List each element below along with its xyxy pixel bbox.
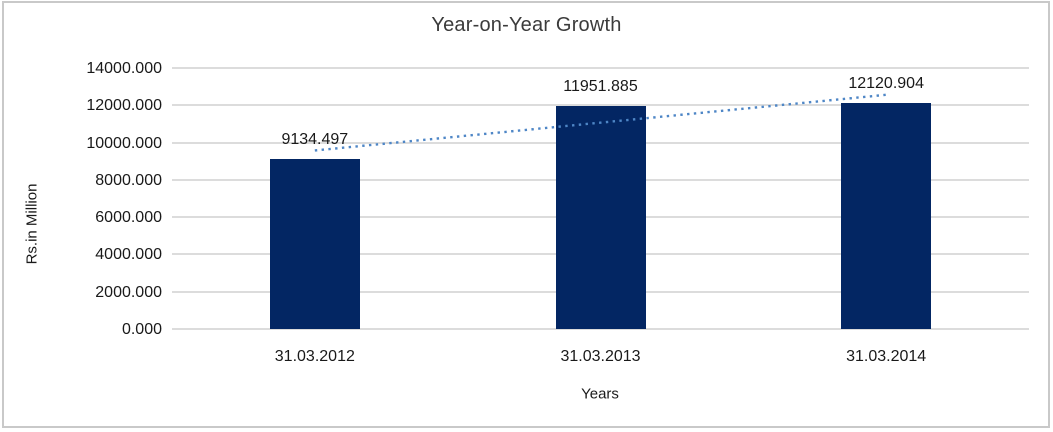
y-axis-tick-label: 2000.000 — [95, 283, 162, 301]
x-axis-category-label: 31.03.2012 — [274, 348, 355, 365]
bar-31.03.2013 — [555, 106, 646, 329]
bar-31.03.2014 — [841, 103, 932, 329]
y-axis-tick-label: 0.000 — [121, 321, 162, 338]
y-axis-tick-label: 14000.000 — [86, 60, 162, 77]
y-axis-tick-label: 6000.000 — [95, 209, 162, 227]
y-axis-tick-label: 8000.000 — [95, 171, 162, 189]
x-axis-category-label: 31.03.2013 — [560, 348, 641, 365]
y-axis-tick-label: 4000.000 — [95, 246, 162, 264]
bar-value-label: 11951.885 — [563, 78, 638, 96]
gridline — [172, 328, 1029, 330]
x-axis-category-label: 31.03.2014 — [846, 348, 927, 365]
y-axis-tick-label: 12000.000 — [86, 97, 162, 115]
gridline — [172, 67, 1029, 69]
chart-title: Year-on-Year Growth — [431, 14, 622, 36]
bar-value-label: 12120.904 — [848, 75, 924, 93]
bar-value-label: 9134.497 — [281, 130, 349, 148]
x-axis-title: Years — [581, 385, 619, 403]
y-axis-tick-label: 10000.000 — [86, 134, 162, 152]
bar-31.03.2012 — [269, 158, 360, 329]
